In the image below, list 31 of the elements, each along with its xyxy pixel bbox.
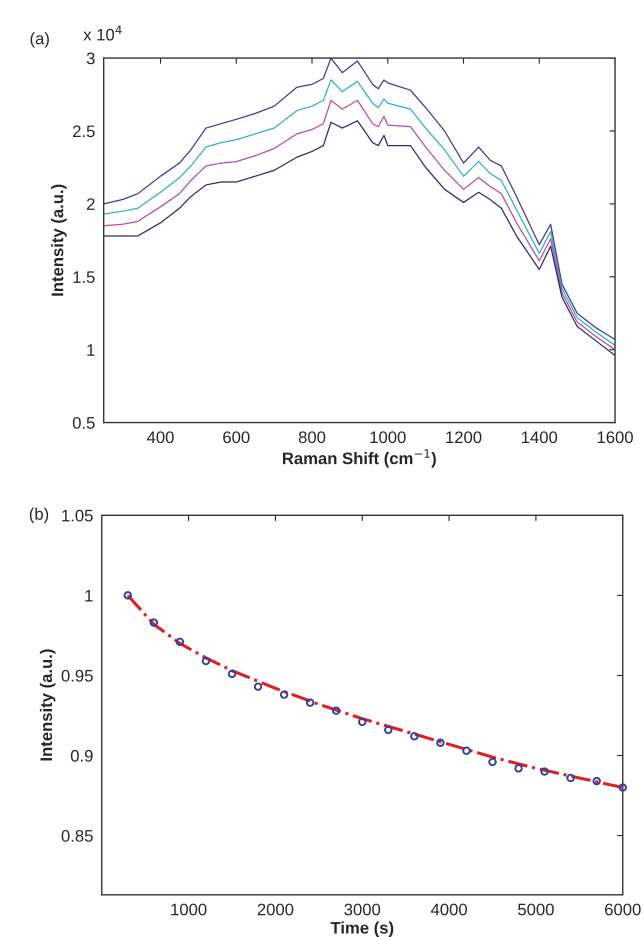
y-tick-label: 1 [85,590,93,602]
x-tick-label: 800 [298,431,326,444]
y-tick-label: 1.5 [73,271,95,283]
x-tick-label: 1600 [598,431,633,444]
text: x 10$^{4}$ [83,26,122,41]
x-tick-label: 4000 [430,904,467,916]
x-axis-title: Time (s) [330,921,394,937]
y-tick-label: 0.5 [72,416,95,429]
x-tick-label: 1400 [522,431,558,444]
x-axis-title: Raman Shift (cm$^{−1}$) [282,449,436,468]
x-tick-label: 1200 [446,431,482,444]
x-tick-label: 3000 [344,904,380,916]
y-tick-label: 2.5 [73,125,95,138]
y-tick-label: 0.9 [70,750,93,762]
x-tick-label: 2000 [258,904,294,916]
y-tick-label: 0.85 [62,830,93,842]
text: (b) [30,508,48,524]
x-tick-label: 5000 [518,904,554,916]
y-tick-label: 0.95 [62,670,93,682]
y-axis-title: Intensity (a.u.) [51,184,67,296]
x-tick-label: 400 [146,431,174,444]
x-tick-label: 1000 [171,904,206,916]
y-tick-label: 2 [86,198,95,210]
x-tick-label: 1000 [370,431,406,444]
x-tick-label: 600 [223,431,250,444]
y-tick-label: 1 [87,344,95,356]
y-axis-title: Intensity (a.u.) [40,649,56,760]
y-tick-label: 1.05 [62,510,93,522]
y-tick-label: 3 [86,52,95,64]
text: (a) [30,32,49,48]
x-tick-label: 6000 [605,904,641,916]
